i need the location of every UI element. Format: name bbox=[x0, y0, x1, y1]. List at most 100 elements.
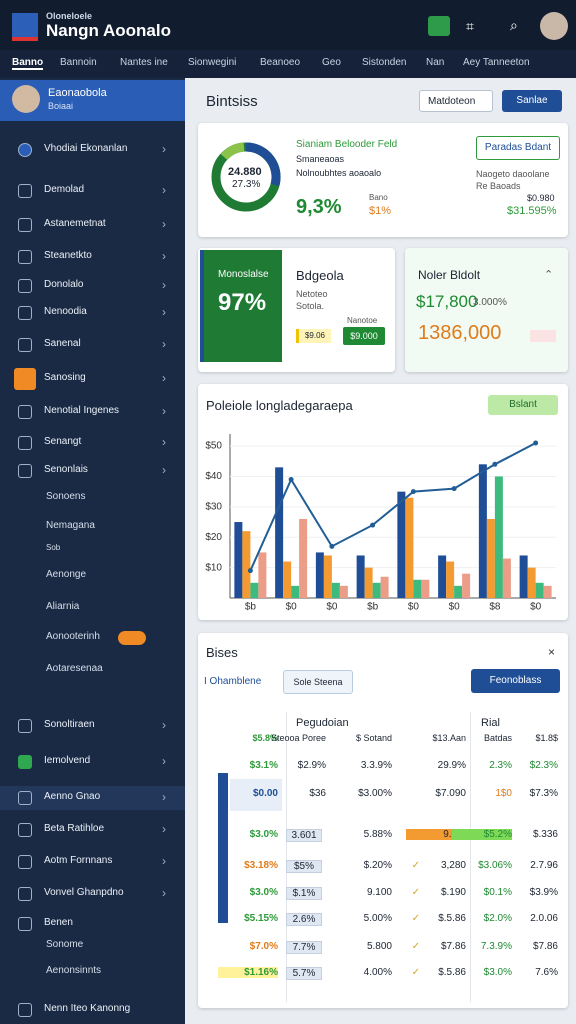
y-tick-label: $40 bbox=[205, 471, 222, 482]
kpi-button[interactable]: $9.000 bbox=[343, 327, 385, 345]
right-small: $0.980 bbox=[527, 193, 555, 203]
sidebar-item[interactable]: Iemolvend bbox=[44, 755, 91, 766]
sidebar-item[interactable]: Aliarnia bbox=[46, 601, 80, 612]
search[interactable]: Sole Steena bbox=[283, 670, 353, 694]
nav-item[interactable]: Banno bbox=[12, 57, 44, 70]
sidebar-item[interactable]: Aotm Fornnans bbox=[44, 855, 113, 866]
sidebar-item[interactable]: Senonlais bbox=[44, 464, 88, 475]
sidebar-item[interactable]: Sanosing bbox=[44, 372, 86, 383]
table-cell: 4.00% bbox=[363, 967, 392, 978]
sidebar-item[interactable]: Sonoltiraen bbox=[44, 719, 95, 730]
table-cell: $3.00% bbox=[358, 788, 392, 799]
sidebar-icon bbox=[18, 1003, 32, 1017]
sidebar-item[interactable]: Steanetkto bbox=[44, 250, 92, 261]
nav-item[interactable]: Sionwegini bbox=[188, 57, 237, 68]
sidebar-icon bbox=[18, 306, 32, 320]
nav-item[interactable]: Beanoeo bbox=[260, 57, 301, 68]
sidebar-item[interactable]: Sonome bbox=[46, 939, 84, 950]
bar bbox=[543, 585, 552, 598]
bar bbox=[258, 552, 267, 598]
nav-item[interactable]: Nantes ine bbox=[120, 57, 168, 68]
bar bbox=[413, 579, 422, 598]
outline-button[interactable]: Paradas Bdant bbox=[476, 136, 560, 160]
table-cell: 5.7% bbox=[286, 967, 322, 980]
table-cell: $3.9% bbox=[529, 887, 558, 898]
dropdown[interactable]: Matdoteon bbox=[419, 90, 493, 112]
trend-point bbox=[533, 440, 539, 446]
trend-point bbox=[329, 543, 335, 549]
table-cell: 9.100 bbox=[366, 887, 392, 898]
sidebar-item[interactable]: Nenotial Ingenes bbox=[44, 405, 120, 416]
donut-value: 24.880 bbox=[228, 166, 262, 178]
bar bbox=[331, 582, 340, 598]
sidebar-item[interactable]: Aotaresenaa bbox=[46, 663, 103, 674]
sidebar-item[interactable]: Sonoens bbox=[46, 491, 86, 502]
tab[interactable]: I Ohamblene bbox=[204, 676, 262, 687]
bar bbox=[291, 585, 300, 598]
card-title: Sianiam Belooder Feld bbox=[296, 139, 398, 150]
table-cell: 5.00% bbox=[363, 913, 392, 924]
grid-icon[interactable]: ⌗ bbox=[466, 18, 474, 34]
sidebar-item[interactable]: Aenonge bbox=[46, 569, 87, 580]
trend-point bbox=[288, 477, 294, 482]
sidebar-item[interactable]: Benen bbox=[44, 917, 73, 928]
sidebar-item[interactable]: Sob bbox=[46, 543, 61, 552]
sidebar-item[interactable]: Beta Ratihloe bbox=[44, 823, 105, 834]
nav-item[interactable]: Nan bbox=[426, 57, 445, 68]
table-button[interactable]: Feonoblass bbox=[471, 669, 560, 693]
sidebar-item[interactable]: Nemagana bbox=[46, 520, 95, 531]
total-card bbox=[405, 248, 568, 372]
table-cell: 3,280 bbox=[440, 860, 466, 871]
table-cell: $5.2% bbox=[452, 829, 512, 840]
sidebar-item[interactable]: Sanenal bbox=[44, 338, 81, 349]
chevron: › bbox=[162, 790, 166, 804]
sidebar-icon bbox=[18, 279, 32, 293]
table-cell: $1.16% bbox=[218, 967, 278, 978]
top-bar bbox=[0, 0, 576, 50]
bar bbox=[405, 497, 414, 598]
sidebar-item[interactable]: Nenoodia bbox=[44, 306, 87, 317]
close[interactable]: × bbox=[548, 645, 556, 659]
nav-item[interactable]: Geo bbox=[322, 57, 341, 68]
chevron: › bbox=[162, 435, 166, 449]
table-cell: 3.3.9% bbox=[360, 760, 392, 771]
table-cell: Steooa Poree bbox=[270, 733, 326, 743]
sidebar-icon bbox=[18, 338, 32, 352]
bar bbox=[323, 555, 332, 598]
kpi-big: 97% bbox=[218, 289, 267, 316]
sidebar-item[interactable]: Aenonsinnts bbox=[46, 965, 102, 976]
table-cell: $3.18% bbox=[244, 860, 278, 871]
chevron: › bbox=[162, 249, 166, 263]
sidebar-item[interactable]: Vhodiai Ekonanlan bbox=[44, 143, 128, 154]
kpi-block bbox=[200, 250, 282, 362]
chart: $10 $20 $30 $40 $50 $b $0 $0 $b $0 $0 $8 $0 bbox=[205, 434, 556, 613]
total-big: 1386,000 bbox=[418, 322, 502, 344]
table-cell: ✓ bbox=[411, 941, 420, 952]
sidebar-item[interactable]: Nenn Iteo Kanonng bbox=[44, 1003, 131, 1014]
sidebar-item[interactable]: Senangt bbox=[44, 436, 82, 447]
toggle[interactable] bbox=[118, 631, 146, 645]
nav-item[interactable]: Aey Tanneeton bbox=[463, 57, 530, 68]
avatar[interactable] bbox=[540, 12, 568, 40]
big-value: 9,3% bbox=[296, 196, 342, 218]
sidebar-item[interactable]: Aonooterinh bbox=[46, 631, 100, 642]
sidebar-item[interactable]: Vonvel Ghanpdno bbox=[44, 887, 124, 898]
table-cell: 29.9% bbox=[437, 760, 466, 771]
nav-item[interactable]: Bannoin bbox=[60, 57, 97, 68]
sidebar-item[interactable]: Astanemetnat bbox=[44, 218, 106, 229]
table-cell: $5% bbox=[286, 860, 322, 873]
app-icon[interactable] bbox=[428, 16, 450, 36]
primary-button[interactable]: Sanlae bbox=[502, 90, 562, 112]
sidebar-icon bbox=[18, 755, 32, 769]
nav-item[interactable]: Sistonden bbox=[362, 57, 407, 68]
chevron: › bbox=[162, 754, 166, 768]
search-icon[interactable]: ⌕ bbox=[510, 17, 518, 33]
sidebar-item[interactable]: Aenno Gnao bbox=[44, 791, 101, 802]
chart-button[interactable]: Bslant bbox=[488, 395, 558, 415]
logo-icon bbox=[12, 13, 38, 41]
sidebar-item[interactable]: Donolalo bbox=[44, 279, 84, 290]
sidebar-item[interactable]: Demolad bbox=[44, 184, 85, 195]
y-tick-label: $50 bbox=[205, 441, 222, 452]
table-cell: ✓ bbox=[411, 913, 420, 924]
